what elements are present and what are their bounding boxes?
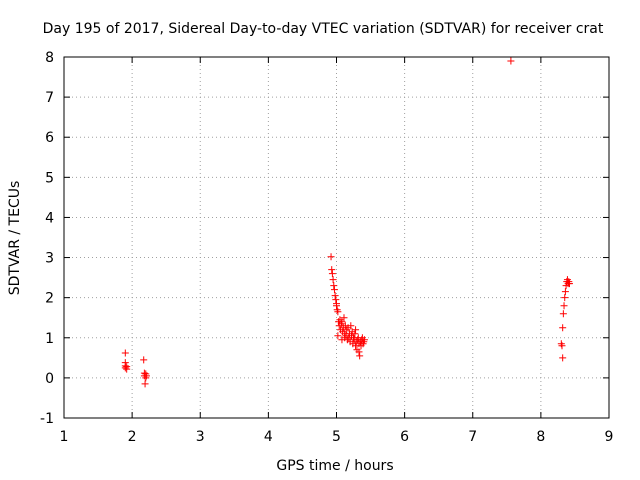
data-point: [559, 324, 567, 332]
data-point: [356, 352, 364, 360]
data-point: [142, 372, 150, 380]
x-tick-label: 4: [264, 429, 273, 445]
data-point: [360, 336, 368, 344]
data-point: [352, 326, 360, 334]
x-tick-label: 9: [605, 429, 614, 445]
data-point: [559, 310, 567, 318]
data-point: [121, 364, 129, 372]
data-point: [338, 318, 346, 326]
y-tick-label: 6: [45, 130, 54, 146]
y-tick-label: 7: [45, 90, 54, 106]
x-tick-label: 3: [196, 429, 205, 445]
data-point: [334, 332, 342, 340]
data-point: [332, 296, 340, 304]
x-tick-label: 7: [468, 429, 477, 445]
data-point: [340, 314, 348, 322]
y-axis-label: SDTVAR / TECUs: [7, 181, 23, 296]
x-tick-label: 1: [60, 429, 69, 445]
data-point: [560, 302, 568, 310]
y-tick-label: 3: [45, 251, 54, 267]
axis-layer: 1 2 3 4 5 6 7 8 9 -1 0 1 2 3 4 5 6 7 8: [40, 50, 613, 445]
data-point: [561, 288, 569, 296]
data-point: [351, 330, 359, 338]
x-tick-label: 6: [400, 429, 409, 445]
data-point: [561, 294, 569, 302]
data-point: [507, 57, 515, 65]
y-tick-label: -1: [40, 411, 54, 427]
y-tick-label: 4: [45, 210, 54, 226]
data-point: [565, 280, 573, 288]
x-tick-label: 5: [332, 429, 341, 445]
y-tick-label: 0: [45, 371, 54, 387]
data-point: [333, 302, 340, 310]
data-point: [559, 354, 567, 362]
x-axis-label: GPS time / hours: [276, 458, 393, 474]
y-tick-label: 2: [45, 291, 54, 307]
data-point: [355, 348, 363, 356]
data-point: [341, 334, 349, 342]
y-tick-label: 1: [45, 331, 54, 347]
x-tick-label: 2: [128, 429, 137, 445]
data-point: [141, 380, 149, 388]
data-point: [123, 365, 131, 373]
data-point: [334, 308, 342, 316]
data-point: [328, 266, 336, 274]
data-point: [330, 282, 338, 290]
x-tick-label: 8: [536, 429, 545, 445]
grid-layer: [64, 57, 609, 418]
y-tick-label: 5: [45, 170, 54, 186]
data-point: [140, 356, 148, 364]
y-tick-label: 8: [45, 50, 54, 66]
data-point: [327, 253, 335, 261]
data-point: [329, 276, 337, 284]
data-point: [121, 349, 129, 357]
data-point: [331, 292, 339, 300]
data-point: [558, 342, 566, 350]
plot-frame: [63, 56, 610, 419]
chart-title: Day 195 of 2017, Sidereal Day-to-day VTE…: [43, 21, 604, 37]
data-point: [328, 270, 336, 278]
data-point: [347, 322, 355, 330]
data-points: [121, 57, 573, 388]
data-point: [330, 286, 338, 294]
